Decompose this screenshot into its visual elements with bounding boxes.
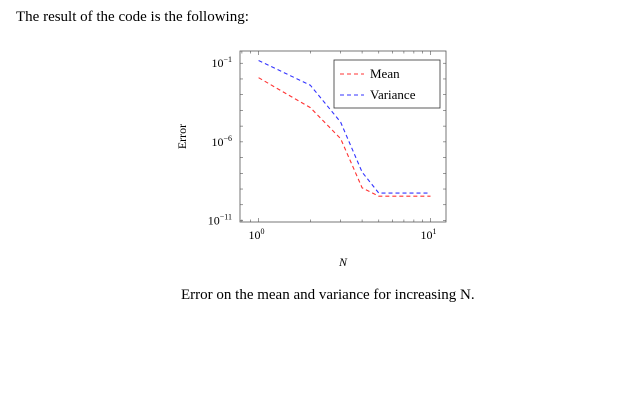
y-axis-label: Error bbox=[175, 124, 189, 149]
x-axis-label: N bbox=[338, 255, 348, 269]
legend-label: Mean bbox=[370, 66, 400, 81]
series-line-mean bbox=[258, 77, 431, 197]
caption-text: Error on the mean and variance for incre… bbox=[181, 287, 475, 303]
figure-caption: Error on the mean and variance for incre… bbox=[181, 287, 475, 304]
intro-text: The result of the code is the following: bbox=[16, 9, 249, 25]
x-tick-label: 100 bbox=[249, 227, 265, 242]
y-tick-label: 10−1 bbox=[211, 55, 232, 70]
y-tick-label: 10−11 bbox=[208, 212, 232, 227]
x-tick-label: 101 bbox=[421, 227, 437, 242]
legend-label: Variance bbox=[370, 87, 416, 102]
plot-frame bbox=[239, 50, 447, 223]
legend-box bbox=[333, 59, 441, 109]
y-tick-label: 10−6 bbox=[211, 134, 232, 149]
